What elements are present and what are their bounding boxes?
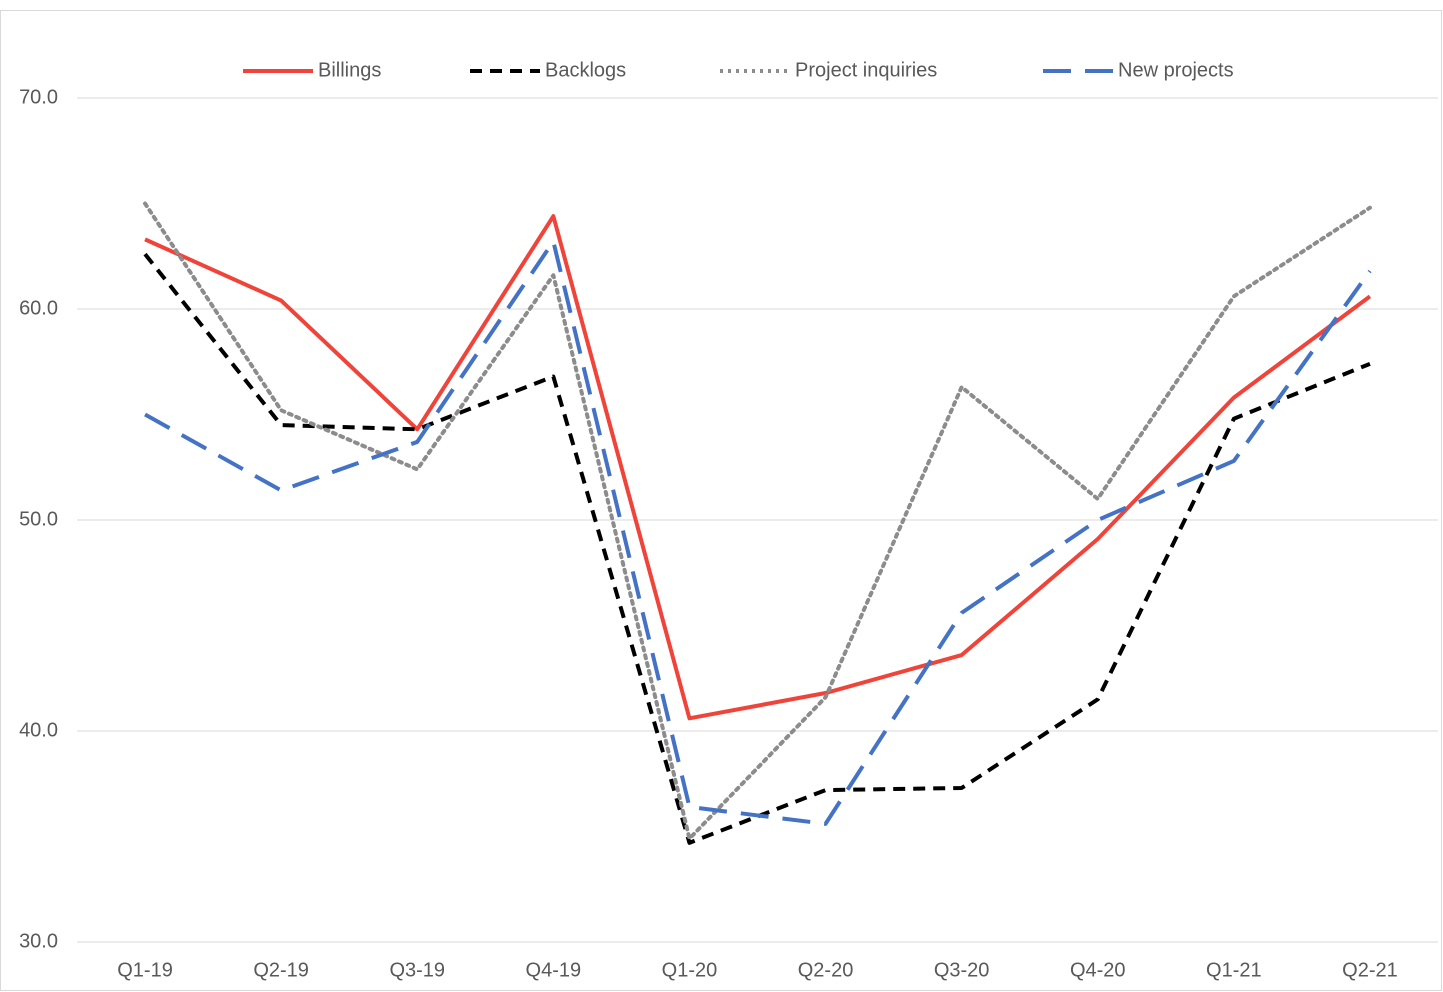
legend-label: New projects — [1118, 59, 1234, 81]
y-tick-label: 60.0 — [19, 297, 58, 319]
y-tick-label: 30.0 — [19, 930, 58, 952]
legend-label: Billings — [318, 59, 381, 81]
x-tick-label: Q1-20 — [662, 959, 718, 981]
x-tick-label: Q3-20 — [934, 959, 990, 981]
chart-border — [0, 10, 1442, 991]
series-line — [143, 201, 1372, 841]
x-tick-label: Q2-19 — [253, 959, 309, 981]
x-tick-label: Q4-19 — [526, 959, 582, 981]
y-tick-label: 40.0 — [19, 719, 58, 741]
series-line — [143, 252, 1371, 845]
x-tick-label: Q4-20 — [1070, 959, 1126, 981]
legend-label: Project inquiries — [795, 59, 937, 81]
y-tick-label: 70.0 — [19, 86, 58, 108]
series-line — [144, 214, 1372, 721]
x-tick-label: Q2-20 — [798, 959, 854, 981]
x-tick-label: Q3-19 — [389, 959, 445, 981]
x-tick-label: Q1-21 — [1206, 959, 1262, 981]
x-tick-label: Q2-21 — [1342, 959, 1398, 981]
series-line — [144, 239, 1372, 826]
legend-label: Backlogs — [545, 59, 626, 81]
y-tick-label: 50.0 — [19, 508, 58, 530]
x-tick-label: Q1-19 — [117, 959, 173, 981]
